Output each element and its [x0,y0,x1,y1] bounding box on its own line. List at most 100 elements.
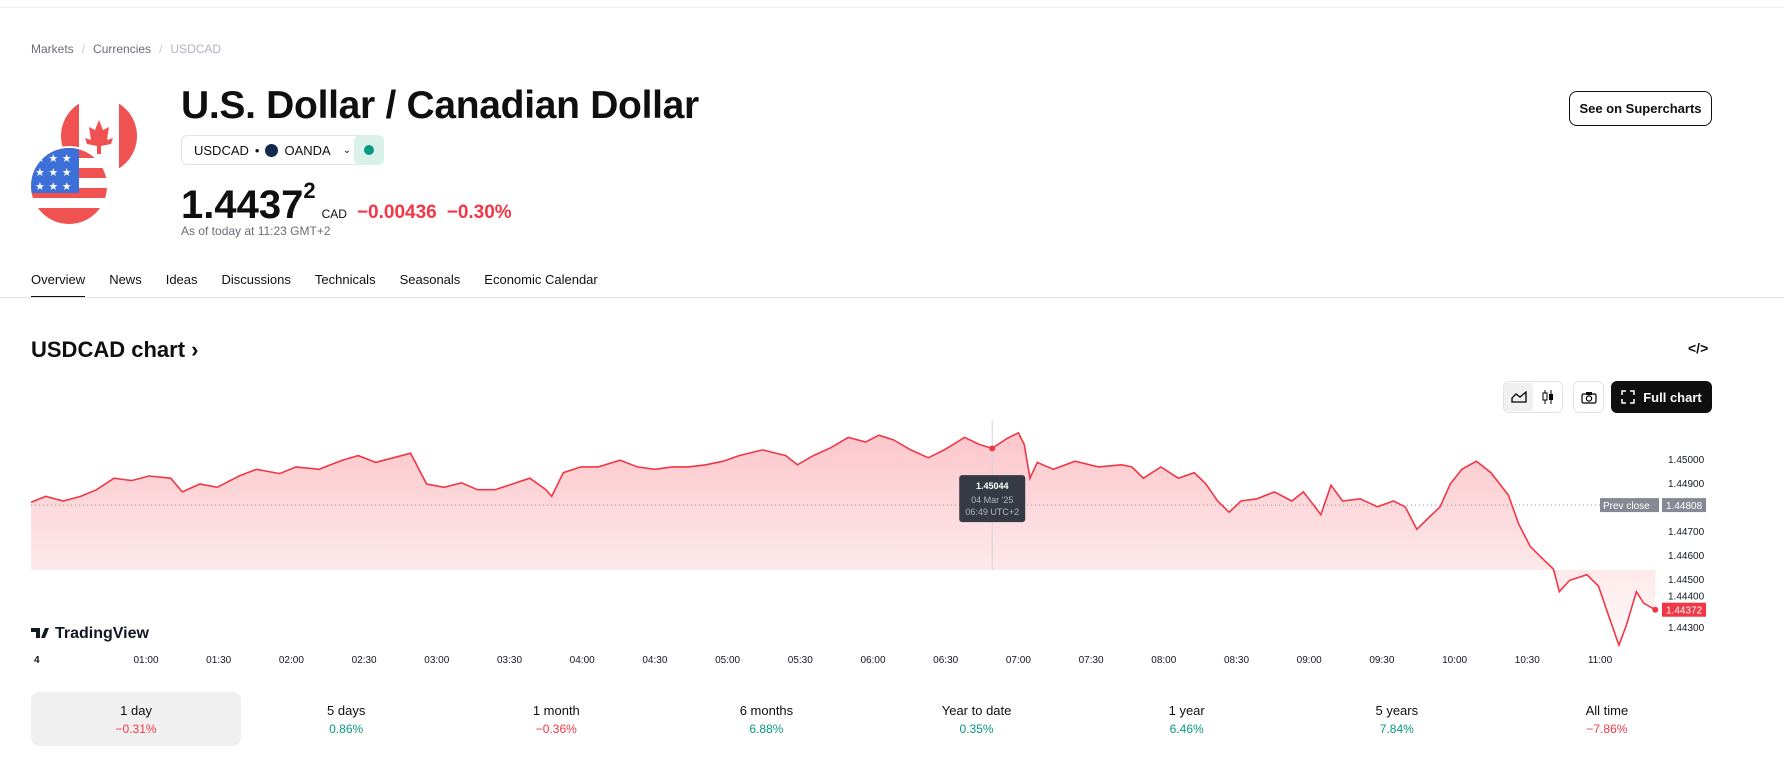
chevron-down-icon: ⌄ [342,144,352,156]
price-change: −0.00436 [356,202,437,223]
tradingview-logo[interactable]: TradingView [31,625,150,642]
price-line [30,431,1656,648]
tab-overview[interactable]: Overview [31,272,86,298]
dot-separator: • [254,142,260,158]
range-tab-1-month[interactable]: 1 month −0.36% [451,692,661,746]
price-value: 1.44372 [181,178,316,227]
page-title: U.S. Dollar / Canadian Dollar [181,84,699,127]
breadcrumb-separator: / [81,42,86,56]
range-change: 0.86% [329,721,364,736]
chevron-right-icon: › [191,337,199,362]
x-axis-tick: 05:00 [715,655,740,666]
x-axis-tick: 07:30 [1079,655,1104,666]
candlestick-icon[interactable] [1533,383,1562,411]
range-change: 7.84% [1379,721,1414,736]
y-axis-tick: 1.44900 [1668,479,1705,490]
exchange-label: OANDA [284,142,331,158]
last-price-label-bg [1662,602,1706,617]
x-axis-tick: 03:00 [424,655,449,666]
range-label: 5 years [1375,702,1419,718]
range-label: 1 year [1168,702,1205,718]
range-tab-6-months[interactable]: 6 months 6.88% [661,692,871,746]
x-axis-tick: 06:30 [933,655,958,666]
tab-discussions[interactable]: Discussions [221,272,291,287]
x-axis-tick: 01:30 [206,655,231,666]
top-divider [0,7,1784,8]
tooltip-time: 06:49 UTC+2 [965,507,1019,517]
range-tab-all-time[interactable]: All time −7.86% [1502,692,1712,746]
last-price-dot [1652,606,1659,613]
tooltip-date: 04 Mar '25 [971,495,1013,505]
x-axis-tick: 09:00 [1297,655,1322,666]
range-label: 5 days [327,702,366,718]
y-axis-tick: 1.44700 [1668,527,1705,538]
camera-icon [1574,383,1603,411]
area-chart-icon[interactable] [1504,383,1533,411]
embed-code-icon[interactable]: </> [1688,340,1709,356]
tab-seasonals[interactable]: Seasonals [399,272,461,287]
prev-close-value-bg [1662,498,1706,513]
tab-economic-calendar[interactable]: Economic Calendar [484,272,598,287]
breadcrumb-currencies[interactable]: Currencies [93,42,152,56]
range-tab-5-years[interactable]: 5 years 7.84% [1292,692,1502,746]
fullscreen-icon [1621,390,1635,404]
range-label: 1 day [120,702,152,718]
svg-text:★ ★ ★: ★ ★ ★ [35,180,72,193]
currency-flags-icon: ★ ★ ★★ ★ ★★ ★ ★ [31,98,137,226]
price-timestamp: As of today at 11:23 GMT+2 [181,224,331,238]
breadcrumb-markets[interactable]: Markets [31,42,74,56]
tab-bar: Overview News Ideas Discussions Technica… [31,272,598,298]
svg-text:★ ★ ★: ★ ★ ★ [35,166,72,179]
x-axis-tick: 01:00 [133,655,158,666]
breadcrumb-current: USDCAD [170,42,222,56]
y-axis-tick: 1.44600 [1668,551,1705,562]
x-axis-tick: 04:30 [642,655,667,666]
range-change: −7.86% [1586,721,1628,736]
range-label: 6 months [739,702,794,718]
range-tab-5-days[interactable]: 5 days 0.86% [241,692,451,746]
x-axis-tick: 02:00 [279,655,304,666]
full-chart-button[interactable]: Full chart [1611,381,1712,413]
x-axis-tick: 10:30 [1515,655,1540,666]
price-currency: CAD [321,207,347,221]
tab-technicals[interactable]: Technicals [314,272,376,287]
x-axis-tick: 08:00 [1151,655,1176,666]
x-axis-tick: 09:30 [1369,655,1394,666]
range-tab-1-day[interactable]: 1 day −0.31% [31,692,242,746]
x-axis-tick: 4 [34,655,40,666]
prev-close-label: Prev close [1603,501,1650,512]
last-price-label: 1.44372 [1666,606,1703,617]
price-chart[interactable]: 1.45000 1.44900 1.44700 1.44600 1.44500 1.444… [0,420,1784,675]
tooltip-box [959,475,1026,523]
snapshot-button[interactable] [1573,381,1604,413]
x-axis-tick: 06:00 [860,655,885,666]
price-pip: 2 [303,178,316,203]
x-axis-tick: 02:30 [352,655,377,666]
y-axis-tick: 1.45000 [1668,455,1705,466]
price-block: 1.44372 CAD −0.00436 −0.30% [181,178,512,228]
chart-section-title[interactable]: USDCAD chart › [31,337,199,362]
breadcrumb: Markets / Currencies / USDCAD [31,42,221,56]
x-axis-tick: 07:00 [1006,655,1031,666]
tooltip-price: 1.45044 [976,481,1009,491]
range-tab-year-to-date[interactable]: Year to date 0.35% [872,692,1082,746]
tab-ideas[interactable]: Ideas [165,272,198,287]
tab-news[interactable]: News [109,272,142,287]
range-change: 6.88% [749,721,784,736]
y-axis-tick: 1.44500 [1668,575,1705,586]
x-axis-tick: 11:00 [1588,655,1613,666]
hover-point [989,445,996,452]
price-area [31,432,1656,646]
range-tab-1-year[interactable]: 1 year 6.46% [1082,692,1292,746]
x-axis-tick: 03:30 [497,655,522,666]
range-label: All time [1585,702,1629,718]
svg-text:TradingView: TradingView [55,625,150,642]
see-on-supercharts-button[interactable]: See on Supercharts [1569,91,1712,126]
y-axis-tick: 1.44400 [1668,592,1705,603]
range-change: −0.36% [535,721,577,736]
x-axis-tick: 05:30 [788,655,813,666]
market-open-status-icon[interactable] [354,135,384,165]
range-change: 6.46% [1169,721,1204,736]
symbol-exchange-selector[interactable]: USDCAD • OANDA ⌄ [181,135,365,165]
tab-divider [0,297,1784,298]
